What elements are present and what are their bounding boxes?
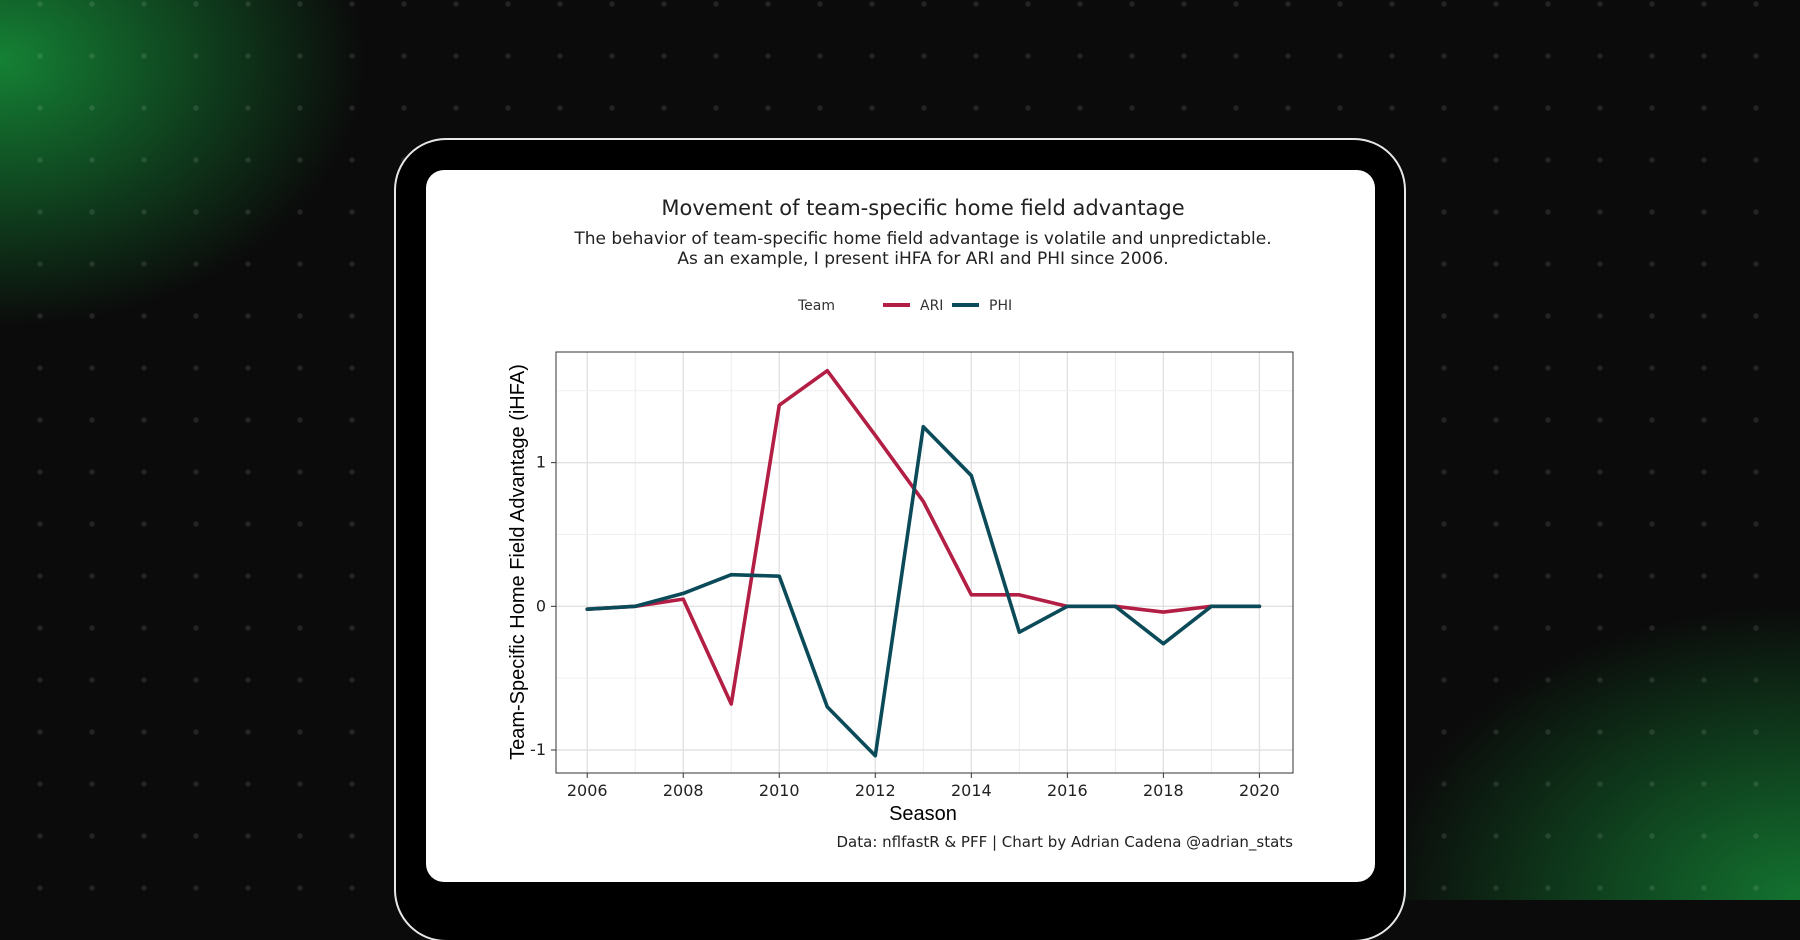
- series-lines: [585, 368, 1262, 758]
- y-tick-label-0: 0: [536, 596, 546, 615]
- x-tick-label-2006: 2006: [567, 781, 608, 800]
- y-axis-label: Team-Specific Home Field Advantage (iHFA…: [507, 364, 529, 760]
- x-tick-label-2008: 2008: [663, 781, 704, 800]
- x-tick-label-2010: 2010: [759, 781, 800, 800]
- y-tick-label--1: -1: [530, 740, 546, 759]
- x-tick-label-2012: 2012: [855, 781, 896, 800]
- grid-lines: [556, 352, 1293, 773]
- series-line-phi: [585, 424, 1262, 758]
- chart-title: Movement of team-specific home field adv…: [661, 196, 1184, 220]
- x-tick-label-2018: 2018: [1143, 781, 1184, 800]
- tablet-screen: Movement of team-specific home field adv…: [426, 170, 1375, 882]
- chart-subtitle-line-2: As an example, I present iHFA for ARI an…: [677, 249, 1168, 269]
- plot-panel-border: [555, 351, 1294, 774]
- legend-title: Team: [797, 298, 835, 314]
- series-line-ari: [585, 368, 1262, 706]
- legend-label-phi: PHI: [989, 298, 1012, 314]
- chart-caption: Data: nflfastR & PFF | Chart by Adrian C…: [837, 833, 1294, 852]
- chart-subtitle-line-1: The behavior of team-specific home field…: [573, 229, 1271, 249]
- line-chart: Movement of team-specific home field adv…: [507, 196, 1294, 852]
- x-axis-label: Season: [889, 803, 957, 825]
- axis-ticks: 2006 2008 2010 2012 2014 2016 2018 2020 -1 0 1: [530, 453, 1280, 800]
- x-tick-label-2014: 2014: [951, 781, 992, 800]
- x-tick-label-2016: 2016: [1047, 781, 1088, 800]
- x-tick-label-2020: 2020: [1239, 781, 1280, 800]
- legend: Team ARI PHI: [797, 298, 1012, 314]
- y-tick-label-1: 1: [536, 453, 546, 472]
- legend-label-ari: ARI: [920, 298, 943, 314]
